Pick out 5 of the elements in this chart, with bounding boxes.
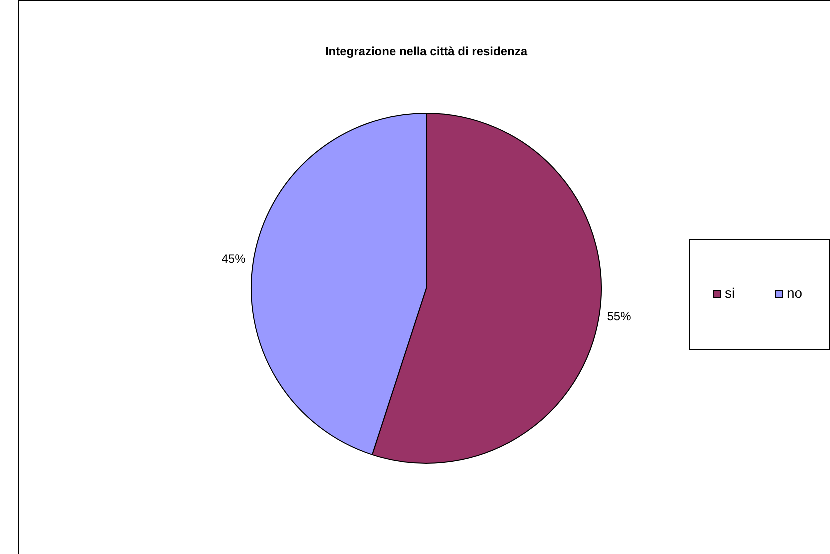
legend-label: si	[725, 284, 736, 301]
data-label: 55%	[607, 309, 632, 324]
legend-label: no	[787, 284, 803, 301]
data-label: 45%	[222, 252, 246, 266]
chart-title: Integrazione nella città di residenza	[325, 44, 528, 59]
